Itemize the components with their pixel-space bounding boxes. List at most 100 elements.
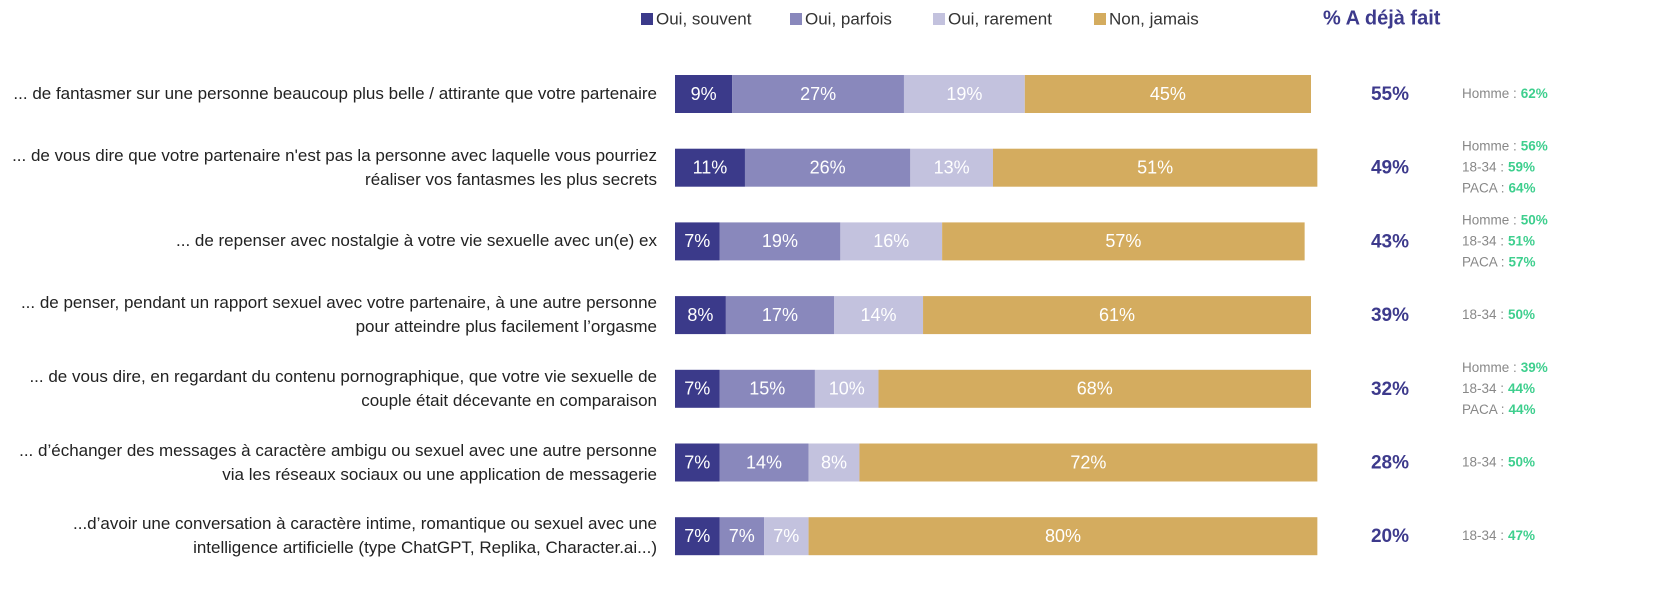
bar-segment [814,369,879,408]
bar-value-label: 16% [873,231,909,251]
subgroup-value: 56% [1521,138,1548,153]
subgroup-value: 64% [1509,180,1536,195]
bar-segment [675,369,720,408]
subgroup-name: 18-34 : [1462,159,1504,174]
subgroup-name: 18-34 : [1462,233,1504,248]
bar-segment [675,222,720,261]
bar-segment [808,517,1318,556]
subgroup-name: 18-34 : [1462,380,1504,395]
legend-swatch [790,13,802,25]
bar-segment [675,148,745,187]
subgroup-name: Homme : [1462,138,1517,153]
bar-value-label: 10% [829,379,865,399]
subgroup-label: PACA : 64% [1462,180,1536,195]
bar-segment [903,75,1025,113]
bar-segment [878,369,1311,408]
bar-segment [719,517,765,556]
subgroup-label: 18-34 : 59% [1462,159,1535,174]
subgroup-value: 50% [1521,212,1548,227]
bar-value-label: 7% [684,452,710,472]
subgroup-name: Homme : [1462,86,1517,101]
subgroup-name: 18-34 : [1462,528,1504,543]
bar-value-label: 8% [821,452,847,472]
bar-segment [808,443,860,482]
subgroup-value: 39% [1521,359,1548,374]
subgroup-name: Homme : [1462,212,1517,227]
category-label: ... de vous dire que votre partenaire n'… [12,145,657,189]
subgroup-value: 50% [1508,454,1535,469]
total-label: 49% [1371,158,1409,179]
bar-value-label: 9% [691,84,717,104]
bar-segment [1024,75,1311,113]
bar-value-label: 72% [1070,452,1106,472]
bar-value-label: 68% [1077,379,1113,399]
bar-value-label: 61% [1099,305,1135,325]
category-label: ... de repenser avec nostalgie à votre v… [176,231,657,251]
bar-segment [840,222,943,261]
subgroup-value: 51% [1508,233,1535,248]
subgroup-label: Homme : 39% [1462,359,1548,374]
bar-segment [764,517,809,556]
total-label: 43% [1371,231,1409,252]
subgroup-label: Homme : 56% [1462,138,1548,153]
bar-segment [725,296,834,335]
total-label: 55% [1371,84,1409,105]
bar-value-label: 8% [687,305,713,325]
bar-value-label: 13% [934,157,970,177]
subgroup-value: 57% [1509,254,1536,269]
category-label: ... de fantasmer sur une personne beauco… [13,84,657,103]
subgroup-label: PACA : 57% [1462,254,1536,269]
subgroup-name: 18-34 : [1462,454,1504,469]
bar-value-label: 57% [1105,231,1141,251]
legend-swatch [641,13,653,25]
total-label: 20% [1371,526,1409,547]
subgroup-value: 44% [1508,380,1535,395]
legend-label: Non, jamais [1109,9,1199,28]
legend-swatch [933,13,945,25]
subgroup-value: 62% [1521,86,1548,101]
subgroup-name: 18-34 : [1462,307,1504,322]
category-label: ... de vous dire, en regardant du conten… [29,366,657,410]
bar-value-label: 7% [684,379,710,399]
total-label: 32% [1371,379,1409,400]
legend-label: Oui, parfois [805,9,892,28]
bar-value-label: 14% [861,305,897,325]
subgroup-label: 18-34 : 50% [1462,307,1535,322]
bar-segment [744,148,911,187]
subgroup-name: Homme : [1462,359,1517,374]
subgroup-label: 18-34 : 47% [1462,528,1535,543]
total-title: % A déjà fait [1323,7,1441,29]
subgroup-label: Homme : 62% [1462,86,1548,101]
subgroup-name: PACA : [1462,254,1505,269]
subgroup-label: 18-34 : 50% [1462,454,1535,469]
bar-segment [675,296,726,335]
bar-segment [910,148,993,187]
subgroup-value: 50% [1508,307,1535,322]
bar-segment [923,296,1311,335]
total-label: 28% [1371,453,1409,474]
legend-swatch [1094,13,1106,25]
legend-label: Oui, rarement [948,9,1052,28]
bar-value-label: 7% [684,231,710,251]
bar-segment [719,369,815,408]
bar-segment [834,296,924,335]
bar-value-label: 19% [762,231,798,251]
bar-segment [719,443,809,482]
legend-label: Oui, souvent [656,9,752,28]
bar-value-label: 11% [693,157,728,177]
subgroup-label: PACA : 44% [1462,401,1536,416]
bar-segment [859,443,1318,482]
bar-segment [993,148,1318,187]
bar-segment [732,75,904,113]
bar-value-label: 7% [773,526,799,546]
subgroup-value: 47% [1508,528,1535,543]
subgroup-value: 59% [1508,159,1535,174]
category-label: ... d’échanger des messages à caractère … [19,440,657,484]
total-label: 39% [1371,305,1409,326]
subgroup-label: Homme : 50% [1462,212,1548,227]
bar-value-label: 80% [1045,526,1081,546]
bar-value-label: 19% [946,84,982,104]
category-label: ...d’avoir une conversation à caractère … [73,514,657,558]
